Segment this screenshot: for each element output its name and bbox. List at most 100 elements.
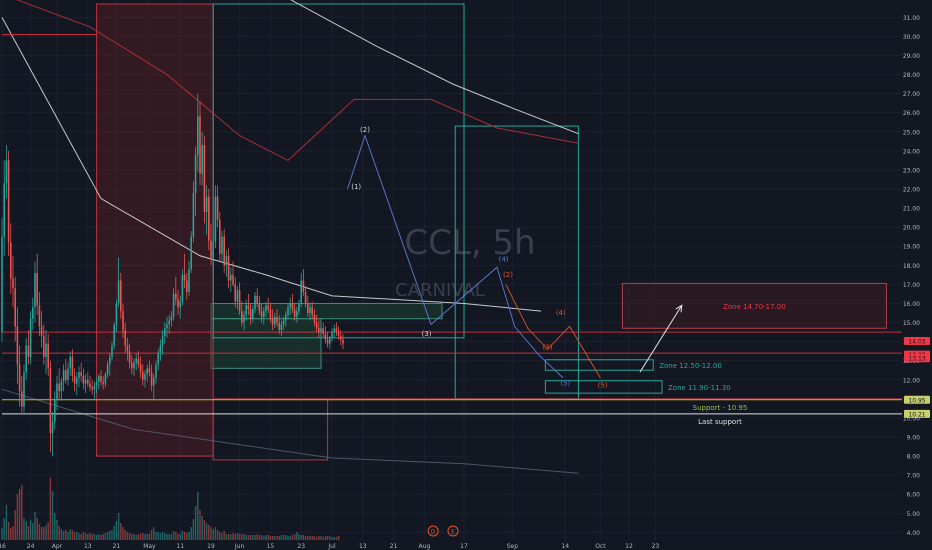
watermark-name: CARNIVAL — [395, 280, 485, 301]
volume-bar — [139, 534, 142, 540]
grid — [0, 0, 902, 540]
candle-body — [56, 383, 58, 399]
projection-arrow-head — [675, 304, 683, 313]
price-axis[interactable]: 4.005.006.007.008.009.0010.0011.0012.001… — [902, 0, 932, 550]
candle-body — [254, 295, 256, 310]
volume-bar — [170, 534, 173, 540]
price-flag-label: 14.03 — [908, 339, 925, 346]
volume-bar — [282, 535, 285, 540]
volume-bar — [87, 534, 89, 540]
volume-bar — [135, 535, 137, 540]
volume-bar — [104, 533, 107, 540]
candle-body — [236, 290, 239, 302]
candle-body — [227, 255, 230, 281]
time-tick-label: 16 — [0, 543, 6, 550]
volume-bar — [155, 532, 157, 540]
support-lines-layer: Support - 10.95 Last support — [2, 34, 902, 426]
candle-body — [219, 219, 221, 254]
volume-bar — [56, 520, 58, 540]
candle-body — [16, 326, 19, 365]
volume-bar — [93, 534, 96, 540]
time-tick-label: 23 — [652, 543, 660, 550]
price-tick-label: 15.00 — [903, 320, 920, 327]
time-tick-label: Apr — [52, 543, 63, 550]
volume-bar — [214, 527, 217, 540]
time-tick-label: 19 — [207, 543, 215, 550]
candle-body — [221, 236, 223, 254]
watermark-symbol: CCL, 5h — [404, 223, 535, 263]
candle-body — [82, 375, 85, 384]
candle-body — [54, 398, 56, 422]
candle-body — [274, 316, 276, 325]
volume-bar — [58, 526, 60, 540]
volume-bar — [124, 530, 126, 540]
candle-body — [98, 375, 100, 382]
candle-body — [3, 183, 5, 237]
volume-bar — [186, 533, 188, 540]
volume-bar — [18, 489, 21, 540]
volume-bar — [80, 534, 82, 540]
volume-bar — [293, 534, 296, 540]
moving-average-line — [1, 17, 542, 312]
price-tick-label: 20.00 — [903, 225, 920, 232]
candle-body — [115, 303, 118, 325]
volume-bar — [25, 521, 27, 540]
volume-bar — [166, 534, 168, 540]
price-tick-label: 17.00 — [903, 282, 920, 289]
price-flag-label: 10.95 — [908, 397, 925, 404]
candle-body — [179, 301, 181, 308]
candle-body — [76, 377, 78, 384]
price-tick-label: 31.00 — [903, 15, 920, 22]
volume-bar — [45, 525, 47, 540]
candle-body — [122, 311, 124, 331]
wave-label: (3) — [422, 330, 432, 338]
candle-body — [137, 358, 140, 365]
wave-line — [505, 284, 601, 379]
volume-bar — [205, 523, 208, 540]
volume-bar — [128, 533, 131, 540]
candle-body — [51, 421, 54, 434]
volume-bar — [98, 534, 100, 540]
candle-body — [201, 145, 203, 174]
volume-bar — [238, 534, 241, 540]
volume-bar — [271, 536, 274, 540]
time-tick-label: 15 — [267, 543, 275, 550]
wave-label: (1) — [351, 183, 361, 191]
time-tick-label: 13 — [359, 543, 367, 550]
candle-body — [216, 196, 219, 220]
price-tick-label: 23.00 — [903, 167, 920, 174]
candle-body — [128, 351, 131, 363]
price-tick-label: 25.00 — [903, 129, 920, 136]
time-tick-label: May — [143, 543, 156, 550]
time-tick-label: 13 — [84, 543, 92, 550]
wave-label: (4) — [556, 309, 566, 317]
candle-body — [71, 356, 74, 376]
volume-bar — [307, 536, 309, 540]
candle-body — [27, 345, 30, 357]
time-axis[interactable]: 16 24 Apr 13 21 May 11 19 Jun 15 23 Jul 13 21 Aug 17 Sep… — [0, 540, 932, 550]
volume-bar — [153, 527, 155, 540]
volume-bar — [47, 522, 49, 540]
candle-body — [73, 375, 76, 384]
volume-bar — [14, 510, 16, 540]
candle-body — [258, 303, 261, 312]
volume-bar — [36, 518, 38, 540]
candle-body — [113, 324, 115, 346]
volume-bar — [190, 527, 192, 540]
candle-body — [263, 311, 265, 317]
candle-body — [247, 305, 250, 310]
candle-body — [166, 324, 168, 329]
candle-body — [241, 311, 243, 323]
time-tick-label: 11 — [176, 543, 184, 550]
candle-body — [278, 322, 280, 331]
volume-bar — [296, 532, 298, 540]
volume-bar — [159, 533, 162, 540]
candle-body — [95, 381, 98, 386]
volume-bar — [102, 534, 104, 540]
price-tick-label: 22.00 — [903, 187, 920, 194]
candle-body — [120, 280, 122, 312]
volume-bar — [221, 533, 223, 540]
candle-body — [276, 316, 278, 323]
